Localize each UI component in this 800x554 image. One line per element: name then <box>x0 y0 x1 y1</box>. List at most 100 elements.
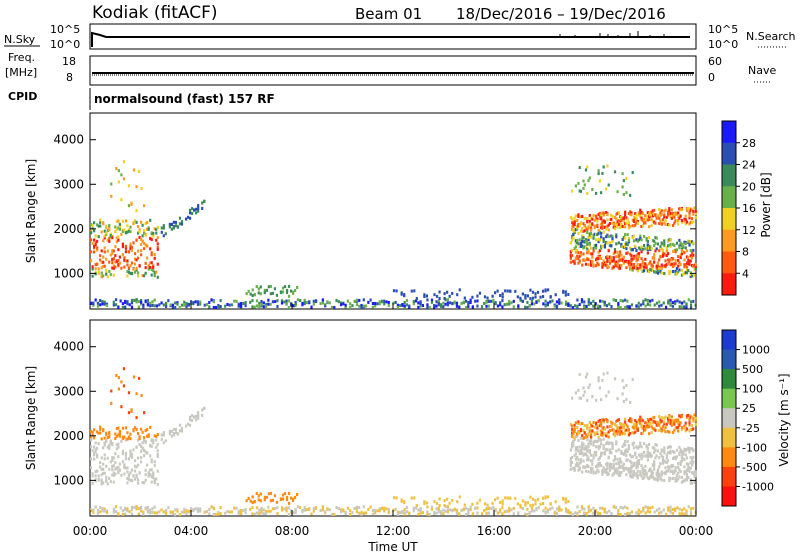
velocity-cell <box>656 475 660 479</box>
power-cell <box>589 263 593 267</box>
power-cell <box>208 305 211 309</box>
power-cell <box>437 299 440 303</box>
velocity-cell <box>259 499 262 503</box>
velocity-cell <box>115 443 118 447</box>
velocity-cell <box>630 420 633 424</box>
velocity-cell <box>135 507 138 511</box>
velocity-cell <box>616 418 619 422</box>
velocity-cell <box>658 507 661 511</box>
power-cell <box>128 303 131 307</box>
power-cell <box>433 305 436 309</box>
velocity-cell <box>188 418 192 422</box>
power-cell <box>269 284 272 288</box>
power-cell <box>605 187 608 191</box>
power-cell <box>646 302 649 306</box>
power-cell <box>687 298 690 302</box>
power-cell <box>149 304 152 308</box>
power-cell <box>126 224 129 228</box>
power-cell <box>135 266 138 270</box>
power-cell <box>100 260 103 264</box>
power-cell <box>360 303 363 307</box>
velocity-cell <box>446 497 449 501</box>
power-cell <box>581 234 584 238</box>
velocity-cell <box>94 441 97 445</box>
velocity-cell <box>653 451 656 455</box>
velocity-cell <box>611 421 614 425</box>
power-cell <box>144 243 147 247</box>
velocity-cell <box>608 428 612 432</box>
power-cell <box>124 219 128 223</box>
velocity-cell <box>651 471 655 475</box>
velocity-cell <box>167 506 170 510</box>
power-cell <box>124 231 128 235</box>
velocity-cell <box>425 501 429 505</box>
velocity-cell <box>675 455 678 459</box>
power-cell <box>605 260 608 264</box>
power-cell <box>486 296 489 300</box>
velocity-cell <box>514 496 517 500</box>
velocity-cell <box>654 456 657 460</box>
power-cell <box>601 299 604 303</box>
power-cell <box>680 244 684 248</box>
power-cell <box>569 241 572 245</box>
power-cell <box>621 238 624 242</box>
power-cell <box>387 303 390 307</box>
power-cell <box>618 253 622 257</box>
power-cell <box>355 303 359 307</box>
x-tick-label: 20:00 <box>578 524 613 538</box>
power-cell <box>653 257 656 261</box>
power-cell <box>136 271 140 275</box>
velocity-cell <box>471 502 474 506</box>
power-cell <box>112 264 115 268</box>
power-cell <box>584 238 588 242</box>
velocity-cell <box>133 459 137 463</box>
velocity-cell <box>618 471 622 475</box>
power-cell <box>595 246 598 250</box>
velocity-cell <box>105 464 108 468</box>
power-cell <box>371 305 374 309</box>
power-cell <box>403 300 406 304</box>
velocity-cell <box>687 463 690 467</box>
velocity-cell <box>659 426 662 430</box>
velocity-cell <box>625 473 628 477</box>
velocity-cell <box>650 473 653 477</box>
power-cell <box>639 303 643 307</box>
power-cell <box>658 221 661 225</box>
power-cell <box>675 267 678 271</box>
power-cell <box>139 300 143 304</box>
power-cell <box>94 263 97 267</box>
power-cell <box>620 244 623 248</box>
velocity-cell <box>337 507 340 511</box>
power-cell <box>419 304 422 308</box>
velocity-cell <box>534 502 537 506</box>
power-cell <box>622 179 625 183</box>
velocity-cell <box>150 460 153 464</box>
power-cell <box>100 271 103 275</box>
velocity-cell <box>602 466 605 470</box>
velocity-cell <box>637 508 640 512</box>
velocity-cell <box>524 503 527 507</box>
power-cell <box>678 305 681 309</box>
power-cell <box>574 245 577 249</box>
power-cell <box>574 228 577 232</box>
velocity-cell <box>650 425 653 429</box>
velocity-cell <box>677 477 680 481</box>
power-cell <box>621 185 624 189</box>
power-cell <box>103 246 106 250</box>
power-cell <box>405 303 409 307</box>
power-cell <box>463 296 466 300</box>
power-cell <box>624 245 627 249</box>
velocity-cell <box>591 462 594 466</box>
velocity-cell <box>669 470 672 474</box>
power-cell <box>115 236 118 240</box>
velocity-cell <box>138 435 141 439</box>
velocity-cell <box>598 386 601 390</box>
power-cell <box>380 299 384 303</box>
power-cell <box>438 290 441 294</box>
velocity-cell <box>663 459 666 463</box>
velocity-cell <box>271 498 274 502</box>
power-cell <box>135 209 138 213</box>
velocity-cell <box>641 419 644 423</box>
power-cell <box>201 201 204 205</box>
power-cell <box>653 270 656 274</box>
